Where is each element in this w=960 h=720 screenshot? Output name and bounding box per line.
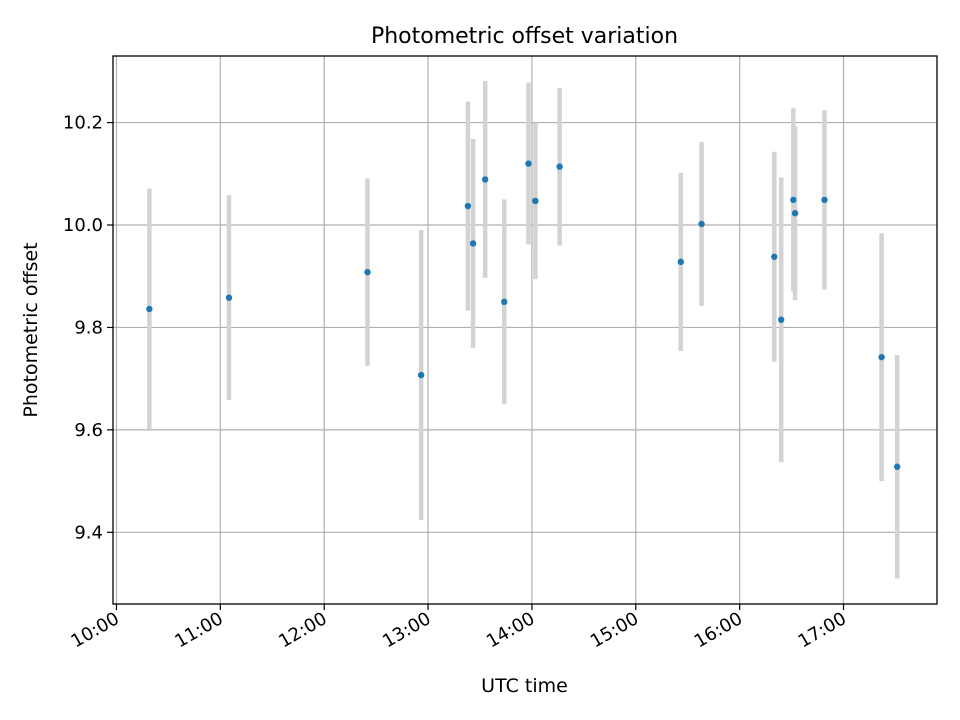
y-axis-label: Photometric offset (20, 242, 42, 417)
data-point (464, 202, 472, 210)
data-points (146, 160, 901, 470)
data-point (778, 316, 785, 323)
data-point (501, 298, 508, 306)
x-tick-label: 12:00 (275, 608, 330, 652)
x-axis-label: UTC time (481, 675, 568, 697)
x-tick-label: 11:00 (171, 608, 226, 652)
data-point (771, 253, 778, 260)
data-point (525, 160, 532, 167)
x-tick-label: 10:00 (68, 608, 123, 652)
plot-frame (112, 55, 938, 605)
x-tick-label: 16:00 (691, 608, 746, 652)
data-point (556, 163, 563, 170)
data-point (146, 305, 153, 313)
y-tick-label: 10.0 (63, 215, 103, 236)
x-tick-label: 13:00 (379, 608, 434, 652)
chart-title: Photometric offset variation (371, 24, 678, 49)
y-tick-label: 9.8 (74, 317, 103, 338)
axis-ticks: 10:00 11:00 12:00 13:00 14:00 15:00 16:00 17:00… (63, 113, 850, 653)
data-point (790, 196, 797, 204)
data-point (469, 240, 477, 247)
data-point (821, 196, 828, 204)
data-point (364, 268, 371, 276)
grid (113, 56, 937, 604)
data-point (225, 294, 233, 301)
data-point (698, 220, 705, 228)
data-point (893, 463, 901, 470)
data-point (417, 371, 425, 379)
error-bars (147, 81, 900, 579)
y-tick-label: 9.6 (74, 420, 103, 441)
y-tick-label: 9.4 (74, 522, 103, 543)
x-tick-label: 17:00 (795, 608, 850, 652)
data-point (878, 353, 885, 361)
y-tick-label: 10.2 (63, 113, 103, 134)
x-tick-label: 15:00 (587, 608, 642, 652)
data-point (791, 210, 799, 217)
x-tick-label: 14:00 (483, 608, 538, 652)
data-point (481, 176, 489, 183)
data-point (677, 258, 684, 266)
data-point (532, 197, 539, 205)
